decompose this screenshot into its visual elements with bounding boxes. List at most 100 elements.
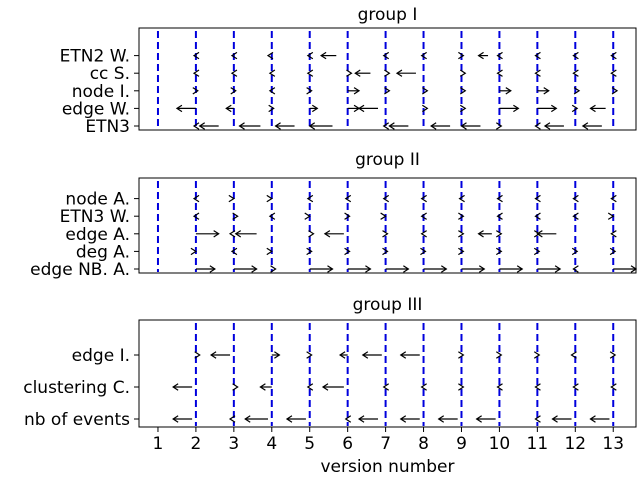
arrow-head — [496, 212, 503, 220]
arrow-head — [190, 247, 198, 256]
arrow-head — [440, 265, 448, 273]
arrow-head — [354, 69, 361, 77]
arrow-head — [266, 247, 273, 256]
arrow-head — [209, 265, 216, 273]
arrow-head — [458, 51, 465, 60]
arrow-head — [589, 104, 596, 113]
arrow-head — [610, 230, 617, 238]
arrow-head — [228, 230, 236, 238]
arrow-head — [382, 230, 389, 238]
arrow-head — [344, 415, 352, 423]
arrow-head — [403, 265, 410, 273]
arrow-head — [382, 51, 390, 60]
arrow-head — [382, 194, 390, 203]
arrow-head — [516, 265, 524, 273]
arrow-head — [357, 415, 365, 423]
arrow-head — [533, 247, 541, 256]
arrow-head — [306, 51, 314, 60]
arrow-head — [459, 87, 467, 95]
arrow-head — [420, 247, 427, 256]
arrow-head — [238, 122, 245, 130]
arrow-head — [274, 122, 281, 130]
arrow-head — [192, 212, 200, 220]
arrow-head — [609, 247, 617, 256]
y-tick-label: ETN3 W. — [60, 207, 130, 227]
arrow-head — [365, 265, 372, 273]
arrow-head — [308, 230, 315, 238]
arrow-head — [192, 69, 200, 77]
arrow-head — [496, 194, 503, 203]
arrow-head — [192, 122, 200, 130]
arrow-head — [477, 51, 484, 60]
arrow-head — [380, 212, 387, 220]
arrow-head — [306, 247, 313, 256]
arrow-head — [610, 383, 617, 391]
x-tick-label: 13 — [602, 434, 624, 454]
x-tick-label: 6 — [342, 434, 353, 454]
arrow-head — [198, 122, 206, 130]
arrow-head — [572, 51, 579, 60]
arrow-head — [536, 230, 543, 238]
arrow-head — [306, 194, 314, 203]
arrow-head — [611, 87, 619, 95]
y-tick-label: node A. — [65, 190, 130, 210]
arrow-head — [384, 87, 391, 95]
arrow-head — [495, 230, 503, 238]
arrow-head — [534, 69, 541, 77]
arrow-head — [607, 212, 615, 220]
x-tick-label: 5 — [304, 434, 315, 454]
arrow-head — [192, 87, 199, 95]
arrow-head — [420, 194, 427, 203]
arrow-head — [327, 265, 334, 273]
arrow-head — [420, 51, 427, 60]
arrow-head — [399, 415, 407, 423]
y-tick-label: edge NB. A. — [30, 260, 130, 280]
arrow-head — [420, 212, 427, 220]
x-tick-label: 11 — [527, 434, 549, 454]
arrow-head — [311, 104, 319, 113]
arrow-head — [209, 351, 217, 359]
arrow-head — [420, 230, 427, 238]
panel-title: group III — [353, 295, 423, 315]
arrow-head — [230, 51, 238, 60]
arrow-head — [495, 122, 503, 130]
arrow-head — [571, 104, 579, 113]
panel-frame — [138, 319, 637, 428]
arrow-head — [266, 51, 274, 60]
arrow-head — [213, 230, 220, 238]
arrow-head — [551, 104, 558, 113]
arrow-head — [495, 351, 503, 359]
arrow-head — [422, 87, 429, 95]
arrow-head — [460, 122, 467, 130]
arrow-head — [551, 415, 558, 423]
x-tick-label: 1 — [153, 434, 164, 454]
arrow-head — [437, 415, 445, 423]
arrow-head — [422, 104, 429, 113]
x-tick-label: 2 — [190, 434, 201, 454]
arrow-head — [346, 69, 353, 77]
arrow-head — [228, 194, 235, 203]
arrow-head — [495, 247, 503, 256]
arrow-head — [172, 383, 179, 391]
arrow-head — [175, 104, 183, 113]
arrow-head — [353, 87, 361, 95]
arrow-head — [382, 247, 389, 256]
panel-title: group II — [355, 150, 420, 170]
arrow-head — [395, 69, 403, 77]
arrow-head — [572, 265, 579, 273]
arrow-head — [268, 87, 276, 95]
arrow-head — [534, 122, 541, 130]
arrow-head — [274, 351, 281, 359]
arrow-head — [388, 122, 395, 130]
arrow-head — [344, 194, 352, 203]
arrow-head — [459, 69, 467, 77]
arrow-head — [234, 230, 242, 238]
arrow-head — [306, 87, 313, 95]
arrow-head — [572, 69, 579, 77]
arrow-head — [458, 230, 465, 238]
arrow-head — [344, 212, 351, 220]
arrow-head — [319, 51, 327, 60]
y-tick-label: cc S. — [90, 64, 130, 84]
arrow-head — [609, 351, 617, 359]
